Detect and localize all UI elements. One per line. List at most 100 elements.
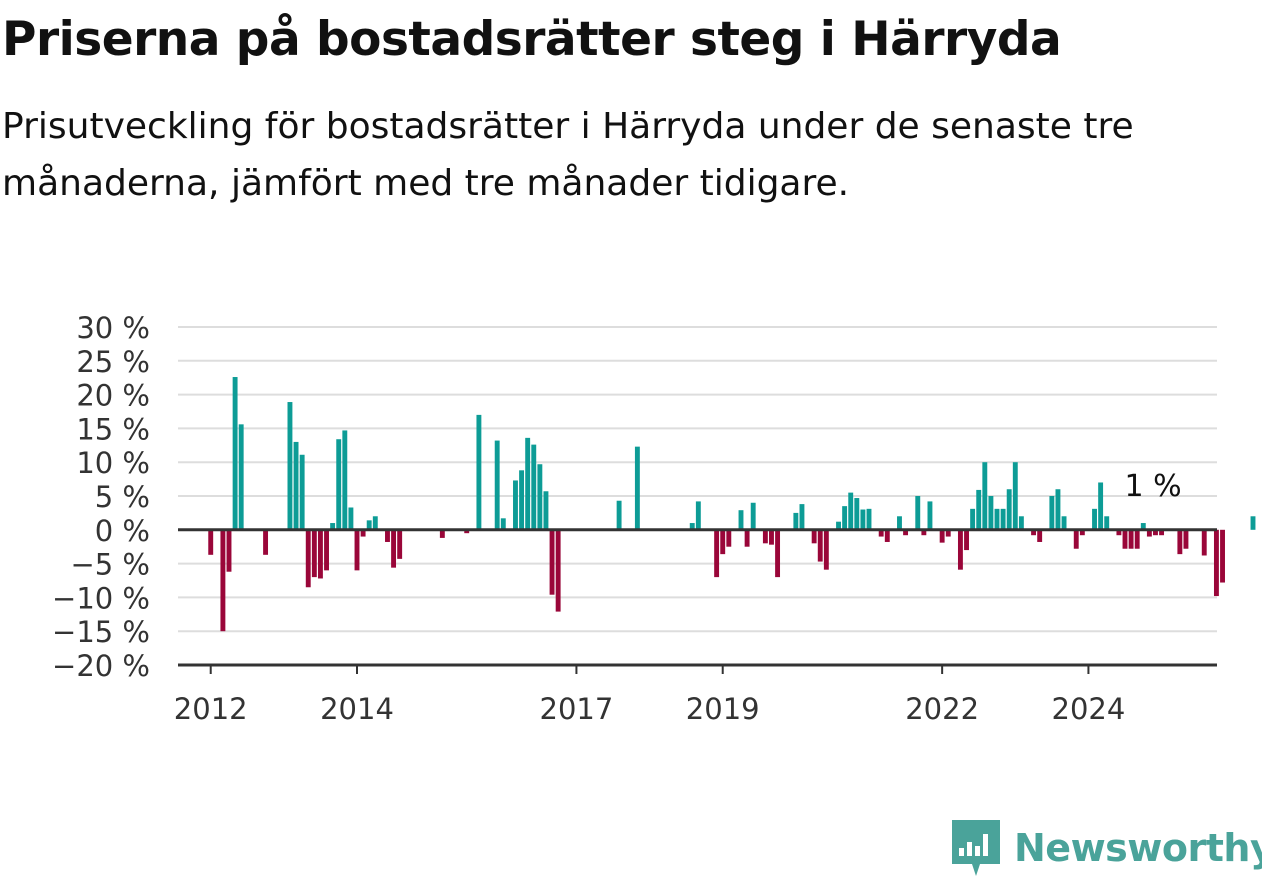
bar-positive bbox=[238, 424, 244, 530]
bar-negative bbox=[354, 529, 360, 571]
bar-positive bbox=[500, 518, 506, 530]
bar-negative bbox=[744, 529, 750, 547]
bar-negative bbox=[1116, 529, 1122, 536]
bar-positive bbox=[836, 521, 841, 530]
bar-positive bbox=[976, 489, 982, 530]
bar-positive bbox=[738, 510, 744, 530]
bar-negative bbox=[1177, 529, 1183, 555]
bar-negative bbox=[263, 529, 269, 555]
axes bbox=[178, 528, 1217, 667]
bar-positive bbox=[293, 441, 299, 530]
bar-negative bbox=[311, 529, 317, 578]
bar-positive bbox=[1250, 516, 1256, 530]
bar-positive bbox=[537, 464, 543, 530]
bar-positive bbox=[927, 501, 933, 530]
chart-subtitle: Prisutveckling för bostadsrätter i Härry… bbox=[2, 106, 1134, 204]
bar-positive bbox=[842, 506, 848, 530]
bar-positive bbox=[897, 516, 902, 530]
bar-positive bbox=[848, 492, 854, 530]
bar-positive bbox=[531, 444, 537, 530]
bar-negative bbox=[397, 529, 403, 559]
bar-positive bbox=[348, 507, 354, 530]
bar-negative bbox=[324, 529, 329, 571]
bar-negative bbox=[720, 529, 726, 555]
bar-negative bbox=[1220, 529, 1225, 583]
x-tick-label: 2012 bbox=[174, 692, 248, 726]
bar-negative bbox=[811, 529, 817, 544]
bar-positive bbox=[1006, 489, 1012, 530]
x-tick-label: 2017 bbox=[540, 692, 614, 726]
bar-negative bbox=[305, 529, 311, 588]
bar-positive bbox=[1000, 508, 1006, 530]
brand-name: Newsworthy bbox=[1014, 826, 1262, 870]
newsworthy-logo: Newsworthy bbox=[950, 818, 1262, 878]
bar-negative bbox=[439, 529, 445, 538]
bar-positive bbox=[525, 437, 531, 530]
bar-negative bbox=[1037, 529, 1043, 542]
bar-negative bbox=[1128, 529, 1134, 549]
bar-positive bbox=[634, 446, 640, 530]
x-axis-labels: 2012 2014 2017 2019 2022 2024 bbox=[174, 665, 1125, 726]
bar-negative bbox=[1031, 529, 1037, 536]
bar-negative bbox=[208, 529, 214, 555]
annotations: 1 % bbox=[1124, 469, 1181, 504]
bar-negative bbox=[762, 529, 768, 544]
bar-negative bbox=[1153, 529, 1158, 536]
bar-chart: 30 %25 %20 %15 %10 %5 %0 %−5 %−10 %−15 %… bbox=[52, 311, 1256, 726]
bar-positive bbox=[860, 509, 866, 530]
bar-positive bbox=[287, 402, 293, 530]
bar-positive bbox=[1055, 489, 1061, 530]
bar-negative bbox=[1073, 529, 1079, 549]
y-tick-label: −10 % bbox=[52, 581, 150, 615]
bar-positive bbox=[994, 508, 1000, 530]
bar-negative bbox=[391, 529, 397, 568]
bar-positive bbox=[1049, 496, 1055, 530]
bar-positive bbox=[915, 496, 921, 530]
bar-negative bbox=[549, 529, 555, 595]
bar-negative bbox=[903, 529, 909, 536]
newsworthy-icon bbox=[952, 820, 1000, 876]
bar-positive bbox=[342, 430, 348, 530]
bar-positive bbox=[366, 520, 372, 530]
bar-negative bbox=[385, 529, 390, 542]
bar-negative bbox=[555, 529, 561, 612]
bar-negative bbox=[226, 529, 232, 572]
y-tick-label: −15 % bbox=[52, 615, 150, 649]
bar-negative bbox=[1201, 529, 1207, 556]
y-tick-label: −20 % bbox=[52, 649, 150, 683]
bar-negative bbox=[1122, 529, 1128, 549]
bar-positive bbox=[1092, 508, 1097, 530]
bar-positive bbox=[1012, 462, 1018, 530]
bar-negative bbox=[1134, 529, 1140, 549]
bar-negative bbox=[1146, 529, 1152, 537]
y-tick-label: 30 % bbox=[76, 311, 150, 345]
chart-title: Priserna på bostadsrätter steg i Härryda bbox=[2, 12, 1062, 67]
bar-negative bbox=[964, 529, 969, 551]
bar-positive bbox=[1018, 516, 1024, 530]
bar-positive bbox=[1104, 516, 1110, 530]
bar-negative bbox=[726, 529, 732, 547]
x-tick-label: 2014 bbox=[320, 692, 394, 726]
y-tick-label: 15 % bbox=[76, 412, 150, 446]
latest-value-label: 1 % bbox=[1124, 469, 1181, 504]
bar-positive bbox=[299, 454, 305, 530]
bar-negative bbox=[775, 529, 781, 578]
bar-positive bbox=[513, 480, 518, 530]
bar-positive bbox=[1140, 523, 1146, 530]
bar-positive bbox=[616, 500, 622, 530]
bars bbox=[208, 377, 1256, 632]
bar-positive bbox=[799, 504, 805, 530]
bar-negative bbox=[1183, 529, 1189, 549]
bar-negative bbox=[921, 529, 927, 536]
y-tick-label: 25 % bbox=[76, 345, 150, 379]
bar-positive bbox=[689, 523, 695, 530]
y-tick-label: 20 % bbox=[76, 379, 150, 413]
bar-negative bbox=[464, 529, 470, 534]
x-tick-label: 2019 bbox=[686, 692, 760, 726]
bar-positive bbox=[982, 462, 988, 530]
bar-positive bbox=[494, 440, 500, 530]
bar-negative bbox=[714, 529, 720, 578]
bar-positive bbox=[372, 516, 378, 530]
bar-negative bbox=[878, 529, 884, 537]
bar-positive bbox=[1061, 516, 1067, 530]
